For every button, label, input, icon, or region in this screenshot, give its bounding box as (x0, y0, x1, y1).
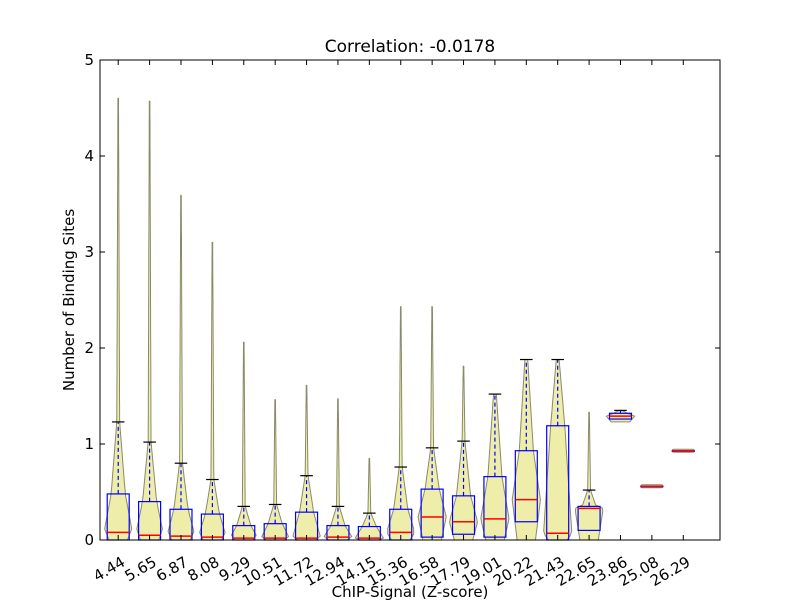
violin-group (605, 409, 636, 423)
violin-group (574, 411, 604, 541)
violin-group (292, 384, 321, 541)
violin-shape (136, 100, 163, 541)
violin-shape (543, 359, 573, 541)
violin-shape (292, 384, 321, 541)
violin-group (480, 393, 510, 541)
y-tick-label: 4 (84, 147, 94, 165)
violin-group (354, 457, 385, 541)
violin-shape (417, 306, 447, 541)
y-tick-label: 5 (84, 51, 94, 69)
violin-group (671, 448, 695, 453)
violin-shape (323, 398, 353, 541)
violin-shape (261, 399, 290, 541)
violin-shape (167, 194, 195, 541)
box-rect (577, 505, 601, 531)
x-axis-label: ChIP-Signal (Z-score) (332, 583, 489, 600)
violin-group (449, 365, 478, 541)
violin-shape (230, 341, 257, 541)
plot-frame (99, 59, 721, 541)
violin-group (387, 306, 415, 541)
violin-group (543, 358, 573, 541)
violin-group (199, 241, 226, 541)
y-tick-label: 1 (84, 435, 94, 453)
violin-shape (574, 411, 604, 541)
box-rect (514, 450, 538, 523)
violin-group (511, 358, 541, 541)
violin-group (104, 97, 133, 541)
plot-area (104, 97, 695, 541)
violin-group (417, 306, 447, 541)
violin-group (230, 341, 257, 541)
violin-group (640, 484, 664, 489)
y-tick-label: 0 (84, 531, 94, 549)
violin-group (261, 399, 290, 541)
violin-shape (354, 457, 385, 541)
violin-group (136, 100, 163, 541)
y-tick-label: 2 (84, 339, 94, 357)
violin-group (167, 194, 195, 541)
violin-group (323, 398, 353, 541)
violin-shape (199, 241, 226, 541)
violin-shape (104, 97, 133, 541)
y-axis-label: Number of Binding Sites (60, 209, 78, 391)
y-tick-label: 3 (84, 243, 94, 261)
box-rect (451, 495, 476, 535)
violin-shape (387, 306, 415, 541)
chart-title: Correlation: -0.0178 (325, 37, 496, 57)
